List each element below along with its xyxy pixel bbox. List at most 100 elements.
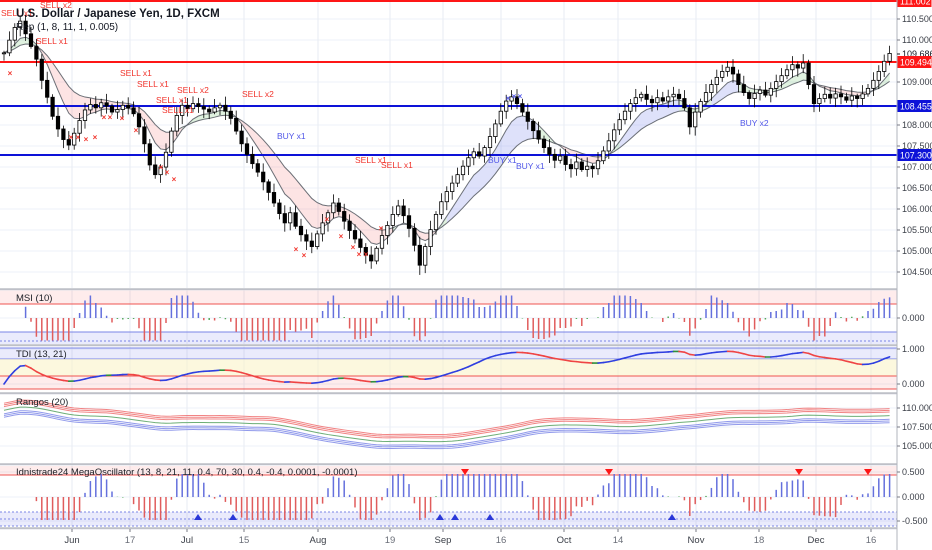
label: SELL x1 [355, 155, 387, 165]
candles-layer [1, 14, 892, 275]
label: × [351, 243, 356, 252]
label: × [294, 245, 299, 254]
indicator-bands-layer [0, 290, 897, 527]
label: × [76, 133, 81, 142]
label: 110.000 [902, 35, 932, 45]
pane-separators-layer [0, 288, 932, 530]
label: 17 [125, 535, 136, 546]
label: SELL x1 [381, 160, 413, 170]
label: 16 [866, 535, 877, 546]
sell-triangle-marker [605, 469, 613, 475]
msi-histogram-layer [24, 295, 891, 341]
label: × [364, 250, 369, 259]
label: 107.000 [902, 162, 932, 172]
label: BUY x1 [277, 131, 306, 141]
label: × [84, 135, 89, 144]
label: × [93, 133, 98, 142]
label: Sep [435, 535, 452, 546]
label: Jul [181, 535, 193, 546]
label: 16 [496, 535, 507, 546]
label: SELL x1 [120, 68, 152, 78]
buy-triangle-marker [229, 514, 237, 520]
price-level-badge: 111.002 [897, 0, 932, 7]
symbol-title[interactable]: U.S. Dollar / Japanese Yen, 1D, FXCM [16, 8, 220, 20]
label: × [506, 94, 511, 103]
label: SELL x1 [36, 36, 68, 46]
label: × [159, 163, 164, 172]
label: 106.000 [902, 204, 932, 214]
pane-title-megaoscillator[interactable]: Idnistrade24 MegaOscillator (13, 8, 21, … [16, 467, 358, 478]
sell-triangle-marker [795, 469, 803, 475]
pane-title-msi[interactable]: MSI (10) [16, 293, 53, 304]
price-level-badge: 109.494 [897, 56, 932, 68]
label: × [8, 69, 13, 78]
buy-triangle-marker [436, 514, 444, 520]
label: 109.494 [900, 58, 932, 68]
label: × [108, 113, 113, 122]
megaoscillator-layer [35, 469, 891, 520]
label: 105.000 [902, 246, 932, 256]
label: × [165, 168, 170, 177]
pane-title-rangos[interactable]: Rangos (20) [16, 397, 69, 408]
label: 109.000 [902, 77, 932, 87]
label: SELL x1 [156, 95, 188, 105]
label: × [302, 251, 307, 260]
label: × [379, 224, 384, 233]
label: 104.500 [902, 267, 932, 277]
label: Aug [310, 535, 327, 546]
price-axis-layer: 110.500 110.000 109.000 108.000 107.500 107.0… [896, 0, 932, 550]
sell-triangle-marker [864, 469, 872, 475]
label: 15 [239, 535, 250, 546]
label: SELL x2 [40, 0, 72, 10]
label: 110.000 [902, 403, 932, 413]
label: × [339, 232, 344, 241]
buy-triangle-marker [451, 514, 459, 520]
sell-triangle-marker [461, 469, 469, 475]
pane-title-tdi[interactable]: TDI (13, 21) [16, 349, 67, 360]
label: 107.500 [902, 422, 932, 432]
label: × [69, 133, 74, 142]
label: 108.000 [902, 120, 932, 130]
label: 108.455 [900, 102, 932, 112]
label: × [120, 114, 125, 123]
label: × [172, 175, 177, 184]
label: × [325, 215, 330, 224]
label: × [102, 113, 107, 122]
label: 105.000 [902, 441, 932, 451]
buy-triangle-marker [668, 514, 676, 520]
label: BUY x1 [516, 161, 545, 171]
label: 0.000 [902, 379, 925, 389]
label: 19 [385, 535, 396, 546]
label: SELL x1 [1, 8, 33, 18]
tdi-line-layer [3, 350, 891, 385]
overlay-indicator-settings[interactable]: Rep (1, 8, 11, 1, 0.005) [16, 22, 119, 33]
rangos-ribbon-layer [3, 399, 890, 450]
label: × [518, 92, 523, 101]
label: SELL x1 [137, 79, 169, 89]
label: 105.500 [902, 225, 932, 235]
label: 107.500 [902, 141, 932, 151]
label: 0.500 [902, 467, 925, 477]
label: 109.686 [902, 49, 932, 59]
label: BUY x1 [488, 155, 517, 165]
label: 106.500 [902, 183, 932, 193]
label: Jun [64, 535, 79, 546]
label: 110.500 [902, 14, 932, 24]
label: × [512, 92, 517, 101]
label: 111.002 [900, 0, 931, 7]
label: Dec [808, 535, 825, 546]
buy-triangle-marker [486, 514, 494, 520]
price-level-badge: 107.300 [897, 149, 932, 161]
label: 0.000 [902, 313, 925, 323]
label: 14 [613, 535, 624, 546]
label: -0.500 [902, 516, 928, 526]
label: 18 [754, 535, 765, 546]
label: SELL x2 [242, 89, 274, 99]
label: × [134, 126, 139, 135]
label: BUY x2 [740, 118, 769, 128]
label: SELL x1 [162, 105, 194, 115]
time-axis-layer: Jun 17 Jul 15 Aug 19 Sep 16 Oct 14 Nov 18 Dec 16 [64, 529, 876, 546]
